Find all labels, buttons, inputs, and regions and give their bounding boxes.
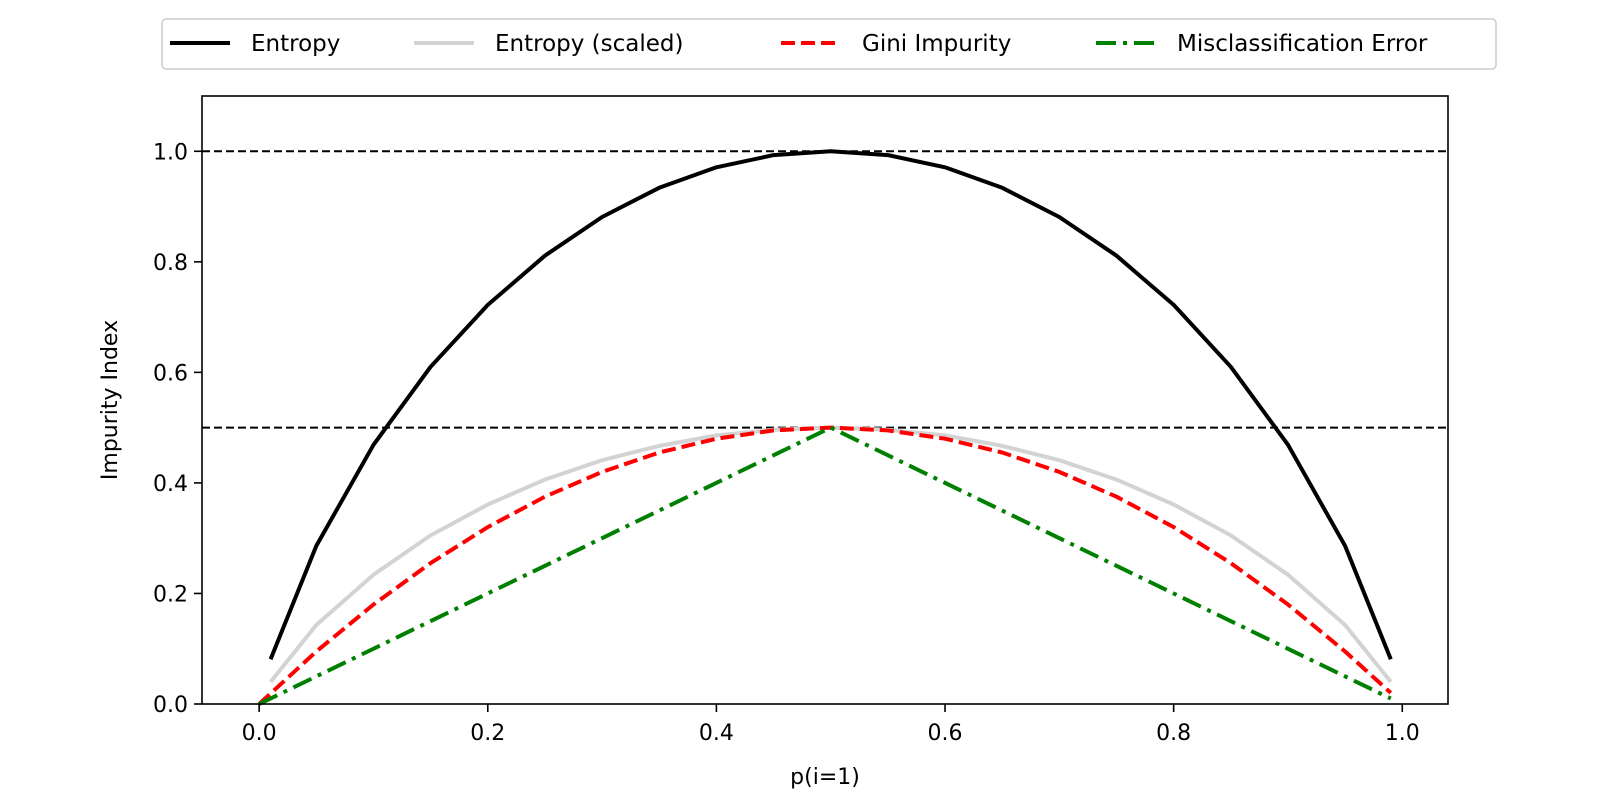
y-tick-label: 0.4 (153, 472, 188, 497)
x-tick-label: 1.0 (1385, 721, 1420, 746)
series-line-misclassification-error (258, 425, 1392, 706)
y-tick-label: 1.0 (153, 140, 188, 165)
series-line-entropy-scaled (269, 425, 1393, 684)
legend-label-gini: Gini Impurity (862, 31, 1011, 57)
x-tick-label: 0.2 (470, 721, 505, 746)
legend-label-entropy-scaled: Entropy (scaled) (495, 31, 683, 57)
y-tick-label: 0.0 (153, 693, 188, 718)
x-axis: 0.0 0.2 0.4 0.6 0.8 1.0 (242, 704, 1420, 746)
x-axis-title: p(i=1) (790, 765, 860, 790)
series-line-gini-impurity (257, 425, 1393, 706)
x-tick-label: 0.8 (1156, 721, 1191, 746)
y-tick-label: 0.6 (153, 361, 188, 386)
series-line-entropy (268, 149, 1393, 660)
y-tick-label: 0.8 (153, 251, 188, 276)
x-tick-label: 0.4 (699, 721, 734, 746)
x-tick-label: 0.6 (928, 721, 963, 746)
y-axis-title: Impurity Index (98, 320, 123, 480)
reference-lines (202, 150, 1448, 429)
x-tick-label: 0.0 (242, 721, 277, 746)
legend-label-misclassification: Misclassification Error (1177, 31, 1428, 57)
y-tick-label: 0.2 (153, 582, 188, 607)
series-layer (257, 149, 1393, 706)
y-axis: 0.0 0.2 0.4 0.6 0.8 1.0 (153, 140, 202, 718)
plot-area: 0.0 0.2 0.4 0.6 0.8 1.0 0.0 0.2 0.4 0.6 0.8 1.0 (153, 95, 1449, 746)
legend-label-entropy: Entropy (251, 31, 340, 57)
plot-frame (201, 95, 1449, 705)
legend: Entropy Entropy (scaled) Gini Impurity M… (161, 18, 1497, 70)
